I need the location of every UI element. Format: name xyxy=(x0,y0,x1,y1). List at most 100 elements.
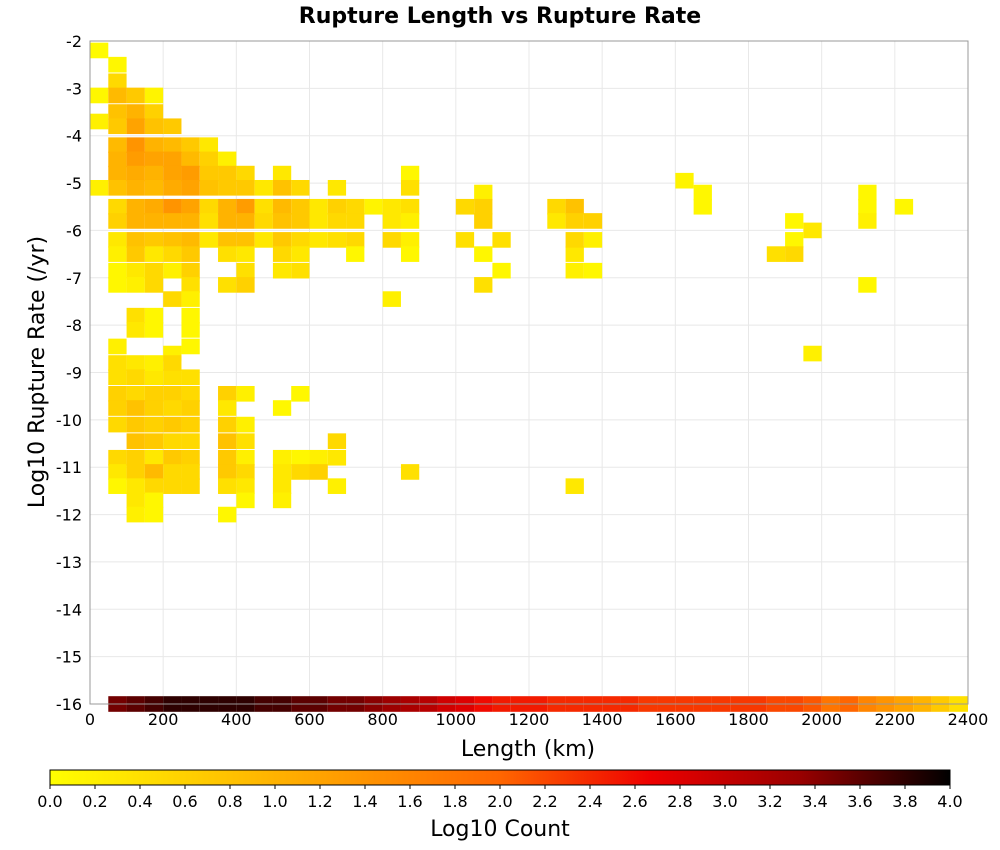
y-tick-label: -4 xyxy=(66,127,82,146)
heatmap-cell xyxy=(236,416,255,433)
heatmap-cell xyxy=(327,213,347,229)
heatmap-cell xyxy=(144,213,164,229)
y-tick-label: -15 xyxy=(56,648,82,667)
heatmap-cell xyxy=(181,213,200,229)
x-tick-label: 1000 xyxy=(435,710,476,729)
heatmap-cell xyxy=(291,179,310,196)
heatmap-cell xyxy=(272,165,292,182)
heatmap-cell xyxy=(272,478,292,494)
plot-frame xyxy=(89,40,969,705)
heatmap-cell xyxy=(108,56,127,73)
heatmap-cell xyxy=(126,198,145,215)
colorbar-tick-label: 3.4 xyxy=(802,792,827,811)
heatmap-cell xyxy=(218,433,237,449)
heatmap-cell xyxy=(474,184,493,201)
grid xyxy=(89,40,969,705)
heatmap-cell xyxy=(218,385,237,402)
heatmap-cell xyxy=(236,198,255,215)
heatmap-cell xyxy=(108,73,127,90)
heatmap-cell xyxy=(163,385,182,402)
heatmap-cell xyxy=(291,464,310,480)
heatmap-cell xyxy=(144,151,164,168)
heatmap-cell xyxy=(272,179,292,196)
heatmap-cell xyxy=(291,246,310,262)
heatmap-cell xyxy=(693,184,712,201)
heatmap-cell xyxy=(108,400,127,416)
x-tick-label: 200 xyxy=(148,710,179,729)
heatmap-cell xyxy=(108,416,127,433)
heatmap-cell xyxy=(199,179,219,196)
heatmap-cell xyxy=(144,137,164,153)
heatmap-cell xyxy=(144,492,164,509)
colorbar-label: Log10 Count xyxy=(430,817,570,842)
colorbar-tick-label: 0.4 xyxy=(127,792,152,811)
heatmap-cell xyxy=(108,87,127,104)
x-tick-label: 1200 xyxy=(509,710,550,729)
heatmap-cell xyxy=(583,213,603,229)
heatmap-cell xyxy=(108,165,127,182)
heatmap-cell xyxy=(565,246,584,262)
heatmap-cell xyxy=(181,165,200,182)
heatmap-cell xyxy=(272,262,292,279)
heatmap-cell xyxy=(346,213,365,229)
heatmap-cell xyxy=(163,416,182,433)
heatmap-cell xyxy=(144,449,164,466)
heatmap-cell xyxy=(272,246,292,262)
heatmap-cell xyxy=(144,165,164,182)
heatmap-cell xyxy=(126,137,145,153)
y-axis-label: Log10 Rupture Rate (/yr) xyxy=(25,236,50,508)
heatmap-cell xyxy=(400,165,420,182)
heatmap-cell xyxy=(181,179,200,196)
heatmap-cell xyxy=(126,433,145,449)
heatmap-cell xyxy=(291,232,310,248)
heatmap-cell xyxy=(236,492,255,509)
heatmap-cell xyxy=(236,179,255,196)
y-tick-label: -16 xyxy=(56,695,82,714)
heatmap-cell xyxy=(272,400,292,416)
heatmap-cell xyxy=(565,198,584,215)
x-tick-label: 400 xyxy=(221,710,252,729)
colorbar-tick-label: 0.0 xyxy=(37,792,62,811)
heatmap-cell xyxy=(108,198,127,215)
heatmap-cell xyxy=(108,118,127,135)
heatmap-cell xyxy=(144,322,164,338)
colorbar-tick-label: 1.8 xyxy=(442,792,467,811)
heatmap-cell xyxy=(272,198,292,215)
heatmap-cell xyxy=(565,213,584,229)
heatmap-cell xyxy=(583,232,603,248)
colorbar-tick-label: 3.2 xyxy=(757,792,782,811)
heatmap-cell xyxy=(858,198,877,215)
heatmap-cell xyxy=(126,449,145,466)
heatmap-cell xyxy=(547,213,566,229)
colorbar xyxy=(49,769,951,786)
heatmap-cell xyxy=(126,179,145,196)
heatmap-cell xyxy=(144,385,164,402)
heatmap-cell xyxy=(364,198,383,215)
heatmap-cell xyxy=(474,213,493,229)
heatmap-cell xyxy=(108,355,127,371)
heatmap-cell xyxy=(90,179,109,196)
y-axis-ticks: -2 -3 -4 -5 -6 -7 -8 -9 -10 -11 -12 -13 -14 -15 -16 xyxy=(56,32,82,714)
heatmap-cell xyxy=(236,262,255,279)
heatmap-cell xyxy=(565,262,584,279)
heatmap-cell xyxy=(181,416,200,433)
heatmap-cell xyxy=(858,277,877,293)
x-tick-label: 2000 xyxy=(801,710,842,729)
heatmap-cell xyxy=(181,262,200,279)
heatmap-cell xyxy=(144,464,164,480)
y-tick-label: -7 xyxy=(66,269,82,288)
heatmap-cell xyxy=(858,184,877,201)
heatmap-cell xyxy=(144,104,164,120)
heatmap-cell xyxy=(254,213,273,229)
y-tick-label: -12 xyxy=(56,506,82,525)
heatmap-cell xyxy=(218,198,237,215)
y-tick-label: -5 xyxy=(66,174,82,193)
heatmap-cell xyxy=(382,232,401,248)
heatmap-cell xyxy=(144,506,164,523)
heatmap-cell xyxy=(291,449,310,466)
colorbar-tick-label: 0.8 xyxy=(217,792,242,811)
heatmap-cell xyxy=(181,291,200,307)
heatmap-cell xyxy=(803,345,822,362)
heatmap-cell xyxy=(108,137,127,153)
colorbar-tick-label: 2.6 xyxy=(622,792,647,811)
